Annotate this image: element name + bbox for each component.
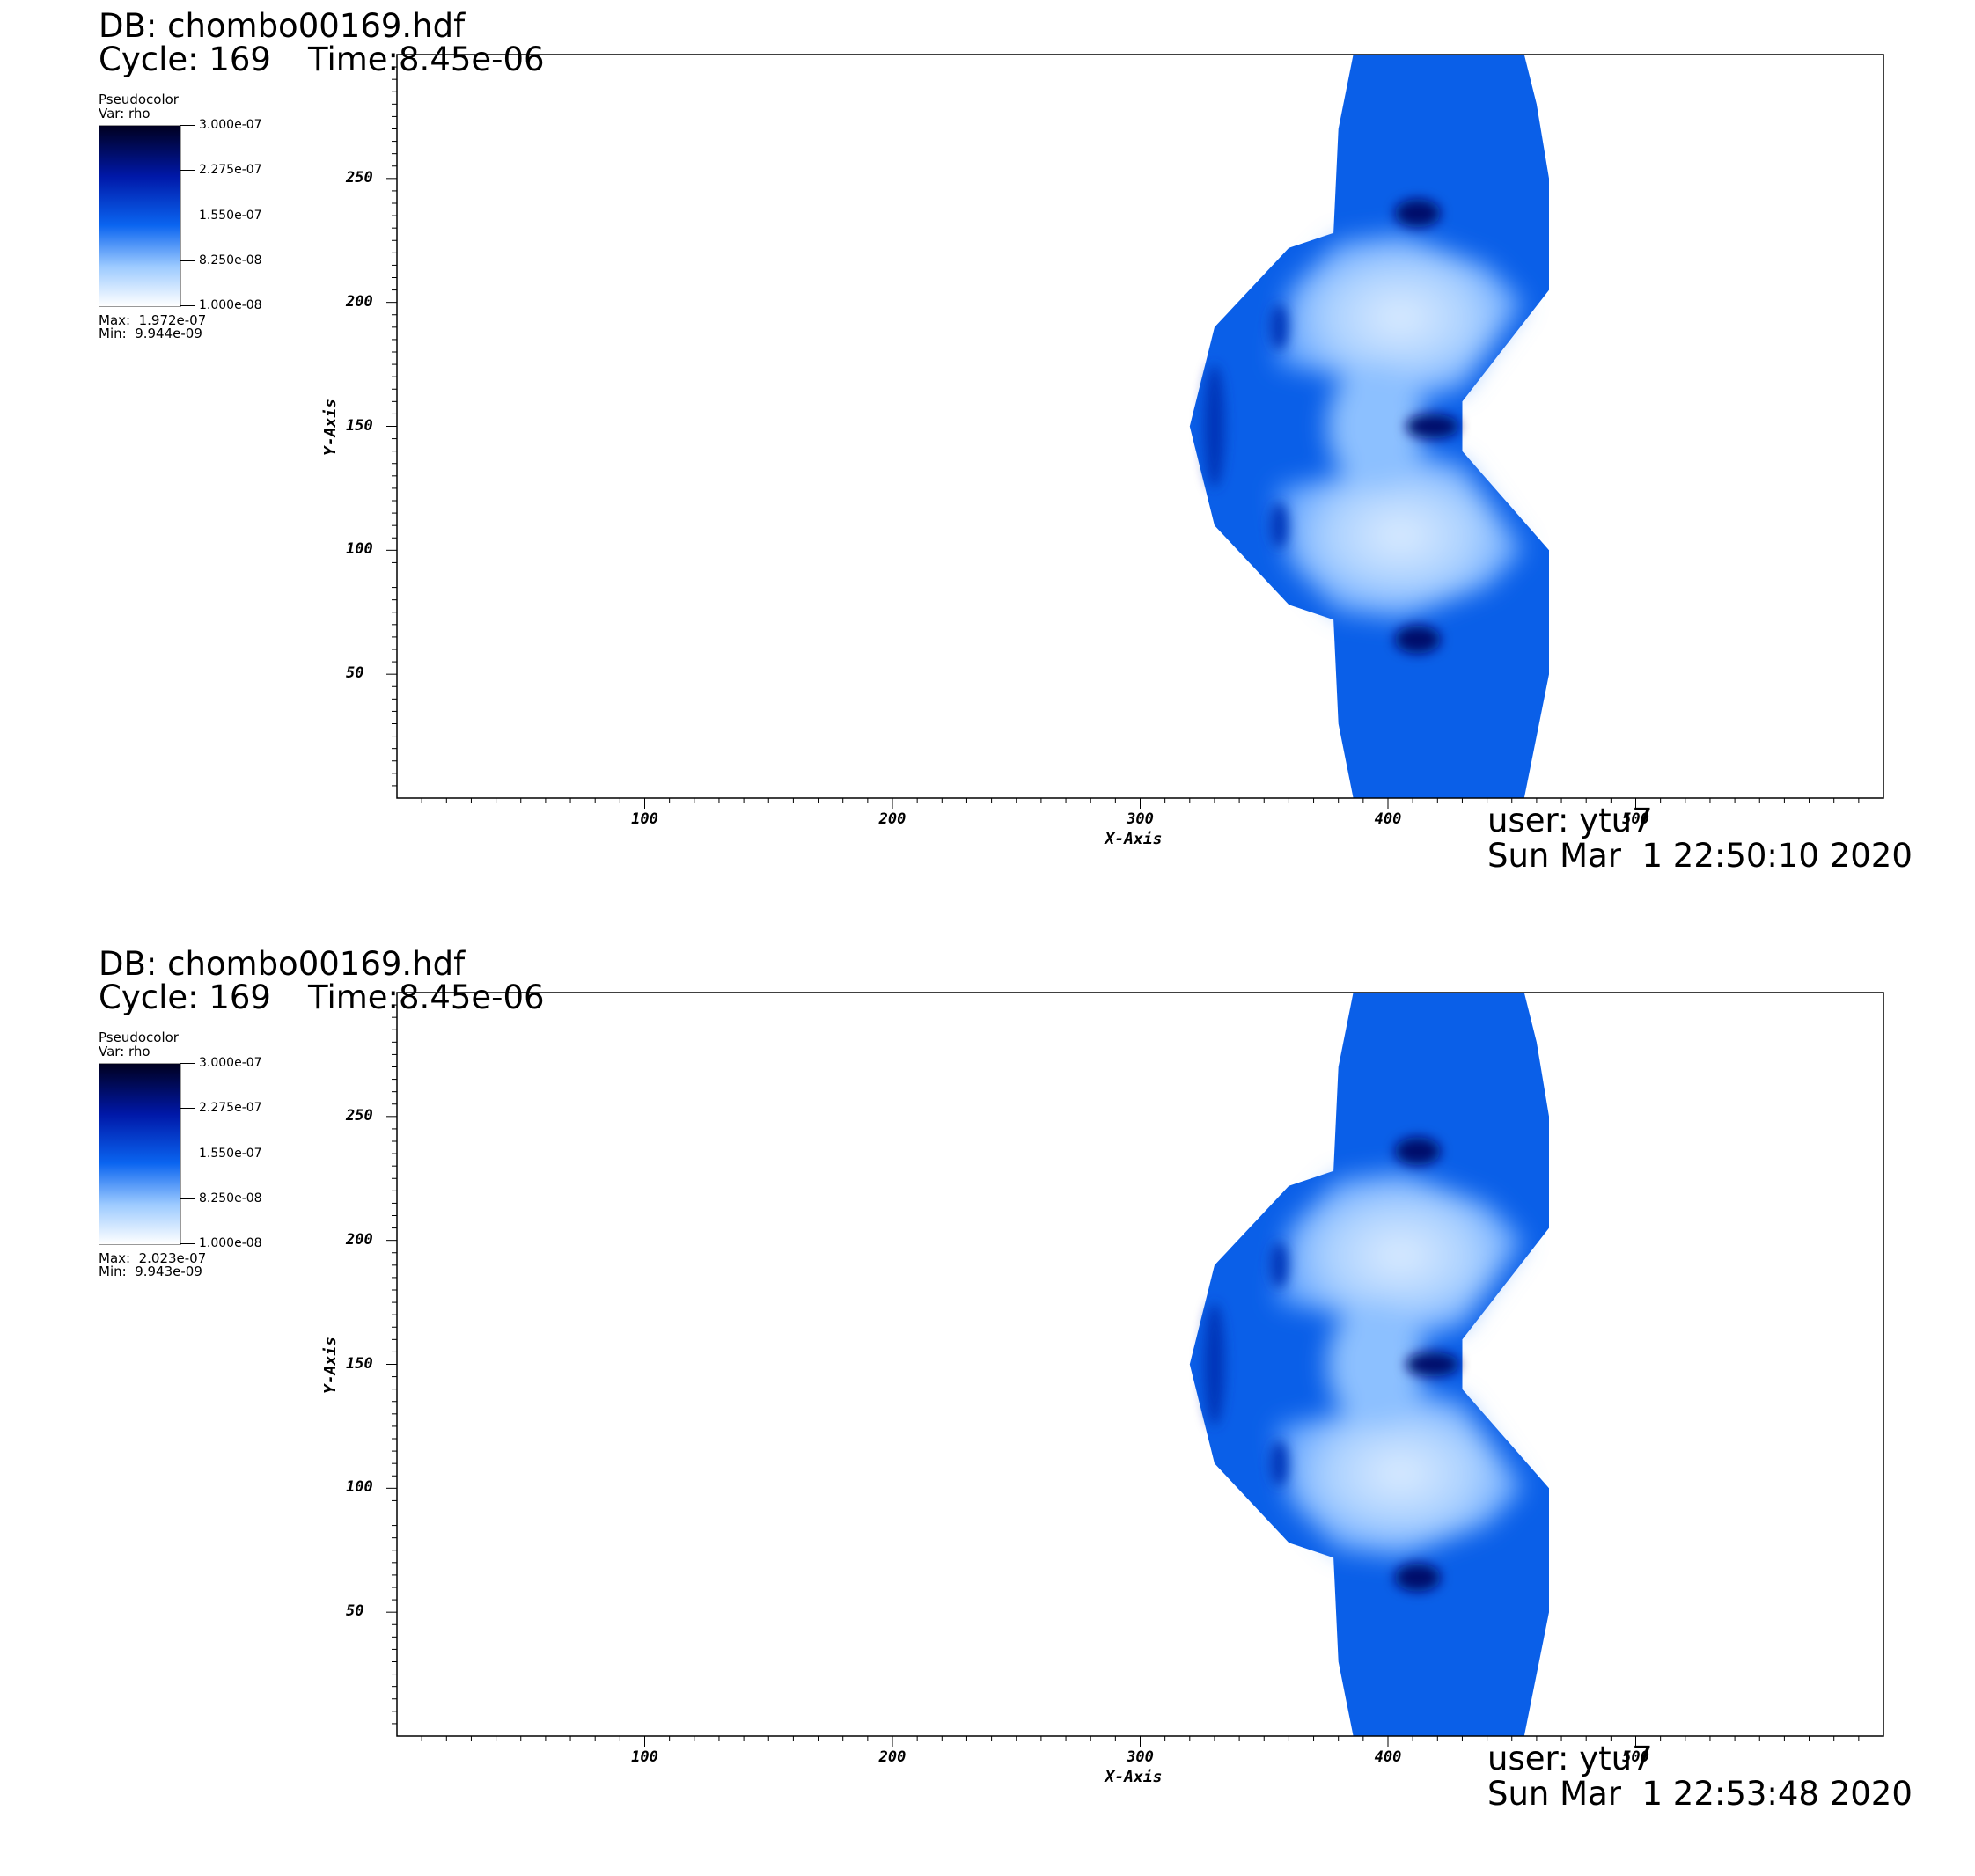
vortex-feature bbox=[1394, 1563, 1441, 1592]
y-tick-label: 250 bbox=[346, 1106, 373, 1125]
pseudocolor-plot bbox=[386, 54, 1884, 809]
colorbar-tick-label: 2.275e-07 bbox=[199, 1101, 262, 1116]
vortex-feature bbox=[1394, 625, 1441, 654]
date-label: Sun Mar 1 22:53:48 2020 bbox=[1487, 1775, 1913, 1813]
legend-variable: Var: rho bbox=[99, 1044, 151, 1059]
legend-plot-type: Pseudocolor bbox=[99, 1030, 179, 1045]
legend-min: Min: 9.943e-09 bbox=[99, 1264, 202, 1279]
center-region bbox=[1326, 364, 1424, 488]
x-tick-label: 300 bbox=[1127, 1748, 1154, 1766]
expansion-region-upper bbox=[1276, 1170, 1524, 1340]
plot-frame bbox=[396, 992, 1884, 1737]
database-label: DB: chombo00169.hdf bbox=[99, 7, 466, 45]
colorbar-tick-label: 8.250e-08 bbox=[199, 253, 262, 267]
vortex-feature bbox=[1394, 199, 1441, 228]
y-tick-label: 100 bbox=[346, 1478, 373, 1497]
colorbar-tick bbox=[180, 125, 195, 126]
y-tick-label: 150 bbox=[346, 1354, 373, 1373]
x-tick-label: 300 bbox=[1127, 810, 1154, 828]
time-label: Time:8.45e-06 bbox=[308, 40, 545, 78]
colorbar-tick-label: 3.000e-07 bbox=[199, 1056, 262, 1070]
colorbar-tick-label: 3.000e-07 bbox=[199, 118, 262, 132]
y-tick-label: 200 bbox=[346, 292, 373, 311]
colorbar-tick bbox=[180, 305, 195, 306]
y-tick-label: 200 bbox=[346, 1230, 373, 1249]
y-tick-label: 150 bbox=[346, 416, 373, 435]
vortex-feature bbox=[1270, 304, 1289, 350]
vortex-feature bbox=[1270, 502, 1289, 549]
user-label: user: ytu7 bbox=[1487, 1740, 1653, 1777]
vortex-feature bbox=[1203, 1302, 1225, 1426]
colorbar-tick bbox=[180, 170, 195, 172]
colorbar-tick-label: 1.550e-07 bbox=[199, 1146, 262, 1161]
vortex-feature bbox=[1270, 1440, 1289, 1487]
x-axis-title: X-Axis bbox=[1105, 830, 1163, 848]
colorbar-tick-label: 8.250e-08 bbox=[199, 1191, 262, 1205]
x-tick-label: 500 bbox=[1622, 810, 1649, 828]
vortex-feature bbox=[1406, 1352, 1459, 1377]
y-axis-title: Y-Axis bbox=[321, 398, 341, 456]
colorbar-tick-label: 1.000e-08 bbox=[199, 1236, 262, 1250]
cycle-label: Cycle: 169 bbox=[99, 40, 271, 78]
colorbar-tick bbox=[180, 1108, 195, 1110]
plot-frame bbox=[396, 54, 1884, 799]
colorbar bbox=[99, 1063, 181, 1245]
legend-max: Max: 1.972e-07 bbox=[99, 312, 207, 328]
x-tick-label: 200 bbox=[878, 1748, 907, 1766]
cycle-label: Cycle: 169 bbox=[99, 978, 271, 1016]
expansion-region-lower bbox=[1276, 451, 1524, 620]
vortex-feature bbox=[1270, 1242, 1289, 1288]
legend-plot-type: Pseudocolor bbox=[99, 92, 179, 107]
pseudocolor-plot bbox=[386, 992, 1884, 1747]
database-label: DB: chombo00169.hdf bbox=[99, 945, 466, 983]
plot-window-2: DB: chombo00169.hdf Cycle: 169 Time:8.45e-… bbox=[0, 938, 1975, 1876]
legend-variable: Var: rho bbox=[99, 106, 151, 121]
colorbar-tick-label: 2.275e-07 bbox=[199, 163, 262, 178]
colorbar-tick-label: 1.000e-08 bbox=[199, 298, 262, 312]
x-tick-label: 400 bbox=[1374, 1748, 1402, 1766]
x-tick-label: 500 bbox=[1622, 1748, 1649, 1766]
colorbar-tick bbox=[180, 1198, 195, 1199]
x-tick-label: 400 bbox=[1374, 810, 1402, 828]
colorbar-tick bbox=[180, 260, 195, 261]
legend-max: Max: 2.023e-07 bbox=[99, 1250, 207, 1266]
center-region bbox=[1326, 1302, 1424, 1426]
colorbar bbox=[99, 125, 181, 307]
colorbar-tick bbox=[180, 1063, 195, 1064]
vortex-feature bbox=[1406, 414, 1459, 439]
y-tick-label: 100 bbox=[346, 540, 373, 559]
y-tick-label: 50 bbox=[346, 1602, 364, 1621]
legend-min: Min: 9.944e-09 bbox=[99, 326, 202, 341]
date-label: Sun Mar 1 22:50:10 2020 bbox=[1487, 837, 1913, 875]
expansion-region-lower bbox=[1276, 1389, 1524, 1558]
vortex-feature bbox=[1394, 1137, 1441, 1166]
x-tick-label: 100 bbox=[631, 1748, 658, 1766]
colorbar-tick bbox=[180, 1243, 195, 1244]
y-tick-label: 50 bbox=[346, 664, 364, 683]
x-tick-label: 200 bbox=[878, 810, 907, 828]
expansion-region-upper bbox=[1276, 232, 1524, 402]
vortex-feature bbox=[1203, 364, 1225, 488]
y-axis-title: Y-Axis bbox=[321, 1336, 341, 1394]
user-label: user: ytu7 bbox=[1487, 802, 1653, 839]
plot-window-1: DB: chombo00169.hdf Cycle: 169 Time:8.45e-… bbox=[99, 7, 1913, 875]
x-tick-label: 100 bbox=[631, 810, 658, 828]
y-tick-label: 250 bbox=[346, 168, 373, 187]
colorbar-tick-label: 1.550e-07 bbox=[199, 208, 262, 223]
x-axis-title: X-Axis bbox=[1105, 1768, 1163, 1786]
time-label: Time:8.45e-06 bbox=[308, 978, 545, 1016]
